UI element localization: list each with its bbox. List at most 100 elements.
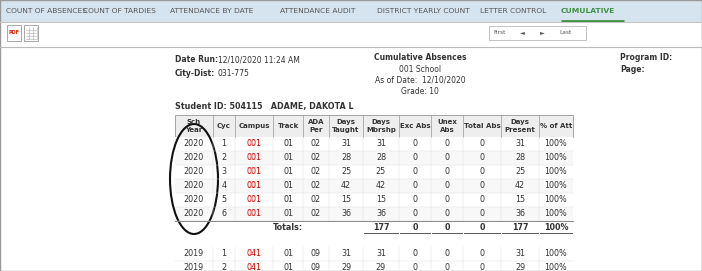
Text: 0: 0	[479, 182, 484, 191]
Text: 100%: 100%	[545, 263, 567, 271]
Text: 2019: 2019	[184, 263, 204, 271]
Text: 15: 15	[515, 195, 525, 205]
Text: 100%: 100%	[545, 250, 567, 259]
Text: Date Run:: Date Run:	[175, 56, 218, 64]
Text: 001 School: 001 School	[399, 64, 441, 73]
Text: Year: Year	[185, 127, 203, 133]
Text: Totals:: Totals:	[273, 224, 303, 233]
Text: 100%: 100%	[545, 140, 567, 149]
Text: 02: 02	[311, 140, 321, 149]
Text: 100%: 100%	[545, 153, 567, 163]
Text: 100%: 100%	[545, 195, 567, 205]
Text: Taught: Taught	[332, 127, 359, 133]
Text: 29: 29	[376, 263, 386, 271]
Text: CUMULATIVE: CUMULATIVE	[561, 8, 615, 14]
Text: Exc Abs: Exc Abs	[399, 123, 430, 129]
Text: Page:: Page:	[620, 64, 644, 73]
Bar	[175, 115, 573, 137]
Text: 001: 001	[246, 209, 262, 218]
Text: Program ID:: Program ID:	[620, 53, 673, 63]
Text: 28: 28	[341, 153, 351, 163]
Text: Sch: Sch	[187, 119, 201, 125]
Text: 0: 0	[444, 140, 449, 149]
Text: 0: 0	[413, 209, 418, 218]
Text: 01: 01	[283, 182, 293, 191]
Text: 01: 01	[283, 195, 293, 205]
Text: Per: Per	[310, 127, 323, 133]
Text: COUNT OF TARDIES: COUNT OF TARDIES	[83, 8, 156, 14]
Text: ►: ►	[540, 31, 544, 36]
Text: 0: 0	[444, 182, 449, 191]
Text: 2: 2	[221, 263, 227, 271]
Text: 0: 0	[413, 263, 418, 271]
Text: Last: Last	[559, 31, 571, 36]
Text: 001: 001	[246, 140, 262, 149]
Text: 01: 01	[283, 140, 293, 149]
Text: 31: 31	[341, 250, 351, 259]
Text: 36: 36	[341, 209, 351, 218]
Text: 31: 31	[376, 140, 386, 149]
Text: 0: 0	[444, 209, 449, 218]
Text: 3: 3	[222, 167, 227, 176]
Text: 0: 0	[444, 263, 449, 271]
Text: ADA: ADA	[307, 119, 324, 125]
Text: 01: 01	[283, 250, 293, 259]
FancyBboxPatch shape	[7, 25, 21, 41]
Text: Student ID: 504115   ADAME, DAKOTA L: Student ID: 504115 ADAME, DAKOTA L	[175, 102, 354, 111]
Text: 0: 0	[479, 167, 484, 176]
Text: 100%: 100%	[545, 182, 567, 191]
Text: 4: 4	[222, 182, 227, 191]
Bar	[175, 165, 573, 179]
Text: 100%: 100%	[545, 209, 567, 218]
Text: Total Abs: Total Abs	[463, 123, 501, 129]
Text: ATTENDANCE BY DATE: ATTENDANCE BY DATE	[170, 8, 253, 14]
Text: 001: 001	[246, 153, 262, 163]
Text: 31: 31	[515, 250, 525, 259]
Text: 29: 29	[515, 263, 525, 271]
Text: 001: 001	[246, 182, 262, 191]
Text: 31: 31	[376, 250, 386, 259]
Text: 29: 29	[341, 263, 351, 271]
Text: First: First	[494, 31, 506, 36]
Bar	[0, 0, 702, 22]
Text: 2020: 2020	[184, 153, 204, 163]
Text: 0: 0	[479, 250, 484, 259]
Text: 36: 36	[376, 209, 386, 218]
Text: 0: 0	[413, 140, 418, 149]
Text: Mbrshp: Mbrshp	[366, 127, 396, 133]
Text: 25: 25	[376, 167, 386, 176]
Text: 0: 0	[413, 250, 418, 259]
Text: LETTER CONTROL: LETTER CONTROL	[480, 8, 546, 14]
Text: DISTRICT YEARLY COUNT: DISTRICT YEARLY COUNT	[377, 8, 470, 14]
Text: ATTENDANCE AUDIT: ATTENDANCE AUDIT	[280, 8, 355, 14]
Text: 42: 42	[341, 182, 351, 191]
Text: 2019: 2019	[184, 250, 204, 259]
Bar	[175, 151, 573, 165]
Text: 100%: 100%	[545, 167, 567, 176]
Text: 09: 09	[311, 263, 321, 271]
Text: 5: 5	[221, 195, 227, 205]
Bar	[175, 207, 573, 221]
Text: 177: 177	[373, 224, 389, 233]
Text: 01: 01	[283, 263, 293, 271]
Text: 31: 31	[515, 140, 525, 149]
Bar	[175, 247, 573, 261]
Text: As of Date:  12/10/2020: As of Date: 12/10/2020	[375, 76, 465, 85]
Text: 02: 02	[311, 153, 321, 163]
Text: % of Att: % of Att	[540, 123, 572, 129]
Text: 0: 0	[444, 250, 449, 259]
Text: 041: 041	[246, 250, 262, 259]
Text: 25: 25	[515, 167, 525, 176]
Text: COUNT OF ABSENCES: COUNT OF ABSENCES	[6, 8, 87, 14]
Text: 031-775: 031-775	[218, 69, 250, 78]
Text: 0: 0	[444, 153, 449, 163]
Text: Grade: 10: Grade: 10	[401, 86, 439, 95]
Text: Days: Days	[510, 119, 529, 125]
Text: 2020: 2020	[184, 195, 204, 205]
Text: 0: 0	[479, 140, 484, 149]
Text: 001: 001	[246, 167, 262, 176]
Text: City-Dist:: City-Dist:	[175, 69, 216, 78]
Text: 0: 0	[413, 182, 418, 191]
Text: 2: 2	[221, 153, 227, 163]
Text: 02: 02	[311, 195, 321, 205]
